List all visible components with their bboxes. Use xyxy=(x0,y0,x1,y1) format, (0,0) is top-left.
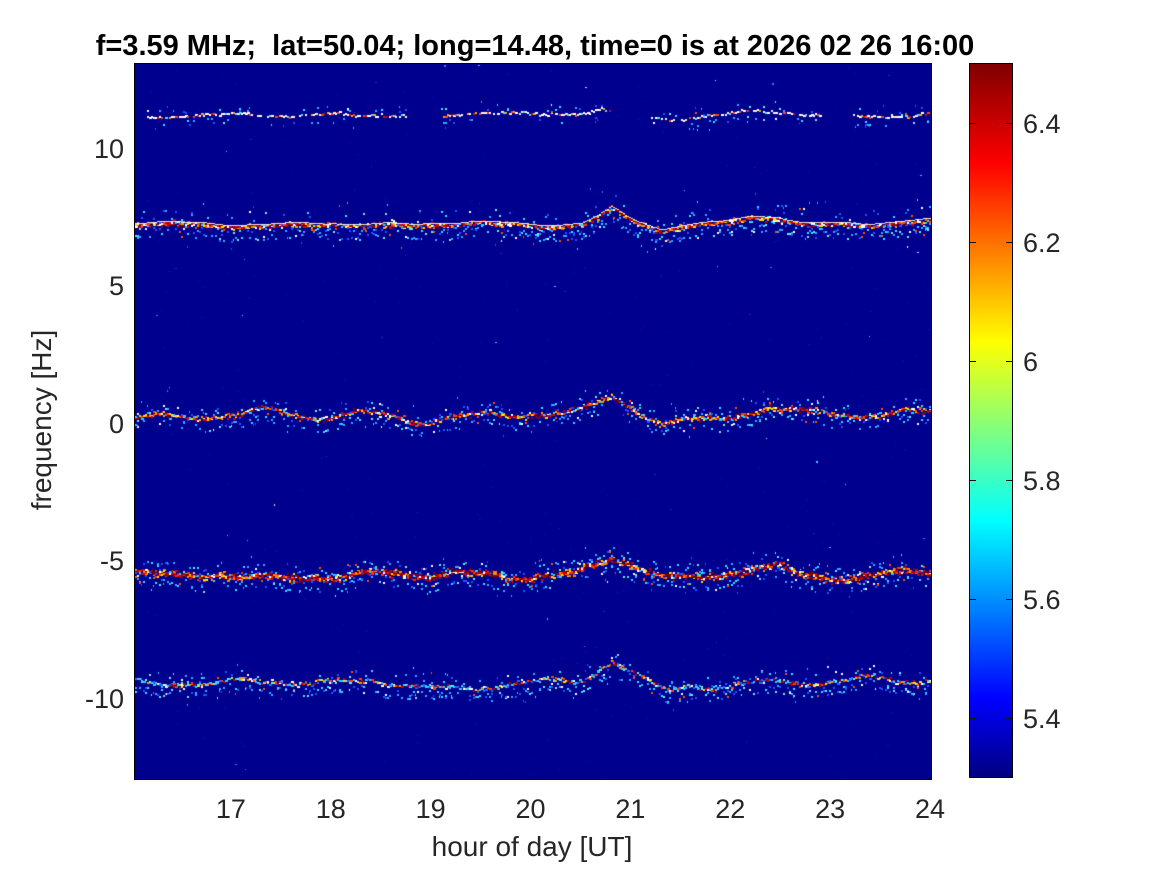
plot-title: f=3.59 MHz; lat=50.04; long=14.48, time=… xyxy=(95,30,975,62)
colorbar-tick-mark xyxy=(970,718,976,720)
colorbar-tick-label: 6.2 xyxy=(1023,227,1061,258)
y-tick-label: 5 xyxy=(108,271,124,302)
y-tick-label: -5 xyxy=(99,546,124,577)
colorbar-tick-label: 5.6 xyxy=(1023,585,1061,616)
colorbar-tick-mark xyxy=(1006,241,1012,243)
colorbar-tick-label: 6.4 xyxy=(1023,108,1061,139)
colorbar-tick-mark xyxy=(1006,480,1012,482)
colorbar-tick-mark xyxy=(970,241,976,243)
colorbar-tick-label: 6 xyxy=(1023,346,1039,377)
x-tick-label: 19 xyxy=(415,794,446,824)
x-tick-label: 23 xyxy=(815,794,846,824)
x-tick-label: 21 xyxy=(615,794,646,824)
colorbar-tick-mark xyxy=(1006,718,1012,720)
colorbar xyxy=(969,63,1013,778)
x-tick-label: 18 xyxy=(315,794,346,824)
colorbar-tick-mark xyxy=(1006,122,1012,124)
x-axis-label: hour of day [UT] xyxy=(431,831,633,862)
colorbar-tick-mark xyxy=(970,599,976,601)
colorbar-tick-mark xyxy=(970,480,976,482)
colorbar-tick-mark xyxy=(1006,599,1012,601)
x-tick-label: 22 xyxy=(715,794,746,824)
colorbar-tick-mark xyxy=(970,122,976,124)
x-tick-label: 17 xyxy=(215,794,246,824)
y-tick-label: 10 xyxy=(93,133,124,164)
spectrogram-canvas xyxy=(134,63,932,780)
colorbar-tick-mark xyxy=(970,360,976,362)
x-tick-label: 24 xyxy=(914,794,946,824)
colorbar-tick-label: 5.8 xyxy=(1023,466,1061,497)
x-tick-label: 20 xyxy=(515,794,546,824)
y-tick-label: 0 xyxy=(108,408,124,439)
y-tick-label: -10 xyxy=(84,683,124,714)
colorbar-tick-label: 5.4 xyxy=(1023,704,1061,735)
colorbar-tick-mark xyxy=(1006,360,1012,362)
